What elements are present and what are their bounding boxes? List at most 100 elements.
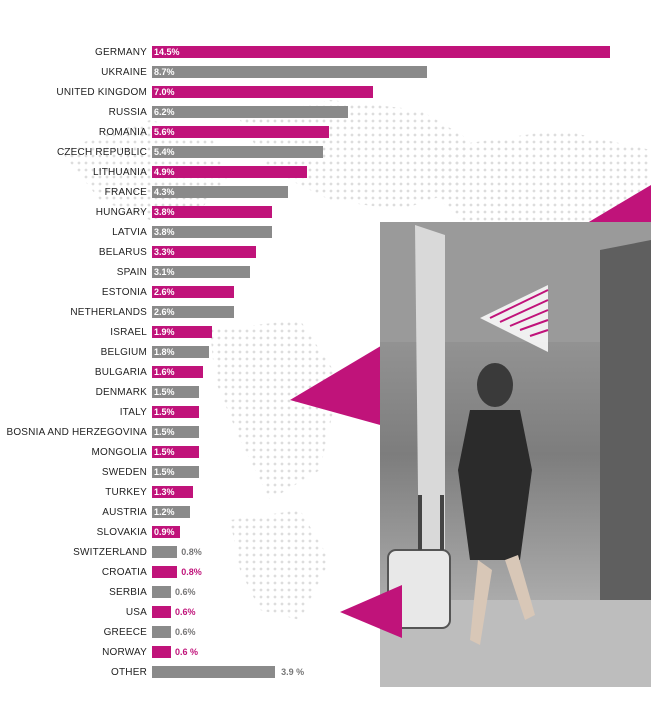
- bar: [152, 206, 273, 218]
- category-label: ITALY: [119, 406, 147, 418]
- category-label: SWEDEN: [101, 466, 147, 478]
- bar: [152, 286, 235, 298]
- bar-value-label: 3.3%: [154, 247, 175, 257]
- category-label: ESTONIA: [101, 286, 147, 298]
- bar-value-label: 1.5%: [154, 427, 175, 437]
- bar: [152, 346, 209, 358]
- bar-value-label: 0.6%: [174, 627, 196, 637]
- bar: [152, 526, 181, 538]
- bar: [152, 126, 329, 138]
- bar-value-label: 0.6 %: [174, 647, 198, 657]
- category-label: GREECE: [103, 626, 147, 638]
- category-label: AUSTRIA: [102, 506, 147, 518]
- bar-value-label: 1.5%: [154, 447, 175, 457]
- bar-value-label: 3.9 %: [281, 667, 305, 677]
- bar-value-label: 3.8%: [154, 227, 175, 237]
- category-label: MONGOLIA: [91, 446, 147, 458]
- category-label: OTHER: [111, 666, 147, 678]
- category-label: SLOVAKIA: [96, 526, 147, 538]
- bar-value-label: 4.3%: [154, 187, 175, 197]
- bar: [152, 666, 276, 678]
- category-label: ROMANIA: [98, 126, 147, 138]
- bar: [152, 166, 307, 178]
- category-label: CZECH REPUBLIC: [56, 146, 147, 158]
- bar-value-label: 0.9%: [154, 527, 175, 537]
- category-label: GERMANY: [95, 46, 147, 58]
- category-label: BULGARIA: [94, 366, 147, 378]
- bar-value-label: 1.5%: [154, 407, 175, 417]
- bar-value-label: 2.6%: [154, 287, 175, 297]
- bar: [152, 486, 194, 498]
- bar-value-label: 6.2%: [154, 107, 175, 117]
- category-label: BELGIUM: [100, 346, 147, 358]
- bar: [152, 86, 374, 98]
- bar: [152, 326, 212, 338]
- category-label: LITHUANIA: [92, 166, 147, 178]
- bar-value-label: 1.5%: [154, 467, 175, 477]
- category-label: BELARUS: [98, 246, 147, 258]
- bar-value-label: 1.5%: [154, 387, 175, 397]
- category-label: NORWAY: [102, 646, 147, 658]
- bar-value-label: 3.8%: [154, 207, 175, 217]
- bar: [152, 106, 348, 118]
- bar-value-label: 3.1%: [154, 267, 175, 277]
- category-label: BOSNIA AND HERZEGOVINA: [6, 426, 147, 438]
- bar-value-label: 5.4%: [154, 147, 175, 157]
- category-label: FRANCE: [104, 186, 147, 198]
- bar-value-label: 1.3%: [154, 487, 175, 497]
- category-label: UNITED KINGDOM: [56, 86, 147, 98]
- bar: [152, 606, 171, 618]
- category-label: NETHERLANDS: [70, 306, 147, 318]
- bar: [152, 626, 171, 638]
- bar: [152, 586, 171, 598]
- category-label: CROATIA: [101, 566, 147, 578]
- bar-value-label: 1.8%: [154, 347, 175, 357]
- bar-value-label: 4.9%: [154, 167, 175, 177]
- bar-value-label: 8.7%: [154, 67, 175, 77]
- bar: [152, 546, 178, 558]
- category-label: UKRAINE: [101, 66, 147, 78]
- bar-value-label: 1.9%: [154, 327, 175, 337]
- category-label: TURKEY: [105, 486, 147, 498]
- bar-value-label: 0.6%: [174, 607, 196, 617]
- bar: [152, 446, 200, 458]
- bar-value-label: 5.6%: [154, 127, 175, 137]
- category-label: DENMARK: [95, 386, 147, 398]
- bar: [152, 146, 323, 158]
- bar: [152, 246, 257, 258]
- bar: [152, 46, 610, 58]
- category-label: HUNGARY: [95, 206, 147, 218]
- bar: [152, 66, 427, 78]
- category-label: SWITZERLAND: [73, 546, 147, 558]
- category-label: SPAIN: [116, 266, 147, 278]
- category-label: LATVIA: [112, 226, 147, 238]
- bar: [152, 466, 200, 478]
- bar-value-label: 2.6%: [154, 307, 175, 317]
- bar-value-label: 7.0%: [154, 87, 175, 97]
- bar: [152, 506, 190, 518]
- bar: [152, 266, 250, 278]
- bar: [152, 366, 203, 378]
- category-label: RUSSIA: [108, 106, 147, 118]
- bar-value-label: 1.2%: [154, 507, 175, 517]
- category-label: SERBIA: [109, 586, 147, 598]
- bar-value-label: 0.6%: [174, 587, 196, 597]
- bar: [152, 646, 171, 658]
- bar: [152, 426, 200, 438]
- bar: [152, 226, 273, 238]
- bar-value-label: 0.8%: [181, 567, 202, 577]
- bar: [152, 566, 178, 578]
- category-label: ISRAEL: [110, 326, 147, 338]
- bar-value-label: 14.5%: [154, 47, 180, 57]
- category-label: USA: [125, 606, 147, 618]
- bar: [152, 386, 200, 398]
- bar: [152, 406, 200, 418]
- bar-value-label: 0.8%: [181, 547, 202, 557]
- pink-triangle-small: [340, 585, 402, 638]
- photo-woman-with-suitcase: [380, 222, 651, 687]
- bar-value-label: 1.6%: [154, 367, 175, 377]
- striped-triangle-accent: [480, 285, 549, 352]
- bar: [152, 306, 235, 318]
